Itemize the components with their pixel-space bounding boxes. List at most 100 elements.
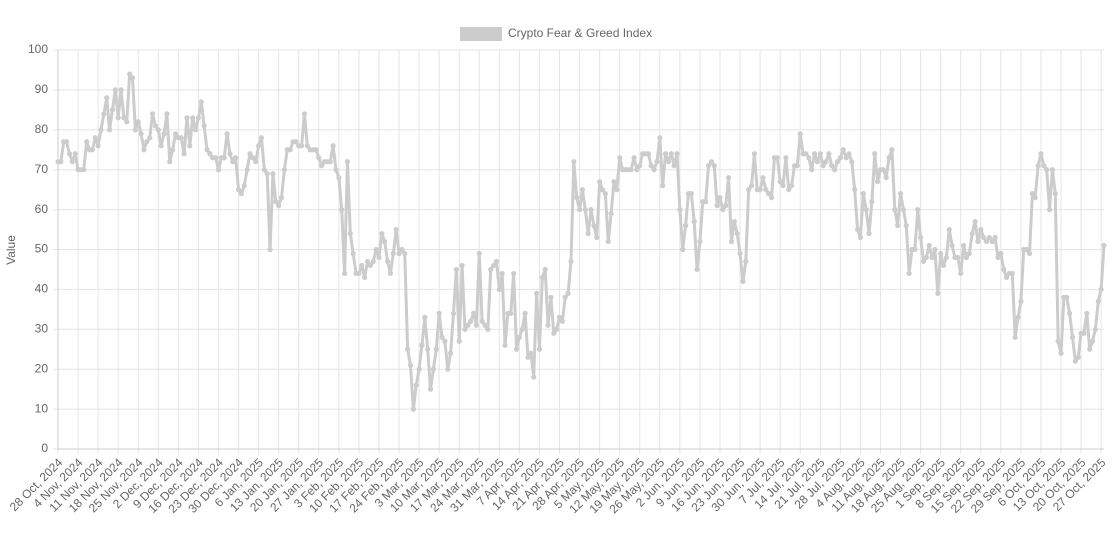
data-point <box>344 159 351 165</box>
data-point <box>648 163 654 169</box>
data-point <box>806 155 812 161</box>
data-point <box>608 210 614 217</box>
data-point <box>1072 358 1078 364</box>
data-point <box>674 151 680 157</box>
data-point <box>276 203 282 209</box>
data-point <box>585 230 591 237</box>
data-point <box>786 187 792 193</box>
data-point <box>1024 246 1030 253</box>
data-point <box>946 226 952 233</box>
data-point <box>135 119 141 125</box>
data-point <box>66 151 73 157</box>
data-point <box>319 163 325 169</box>
y-tick-label: 20 <box>35 361 49 375</box>
data-point <box>195 115 202 121</box>
data-point <box>433 346 439 352</box>
data-point <box>614 187 620 193</box>
data-point <box>834 159 841 165</box>
data-point <box>132 127 138 133</box>
data-point <box>84 139 90 145</box>
data-point <box>298 143 305 149</box>
data-point <box>364 258 371 265</box>
data-point <box>539 274 545 281</box>
data-point <box>256 143 262 149</box>
data-point <box>1009 270 1015 277</box>
data-point <box>488 266 494 273</box>
data-point <box>797 131 803 137</box>
data-point <box>465 322 471 328</box>
data-point <box>591 222 597 229</box>
data-point <box>416 366 422 372</box>
data-point <box>373 246 379 253</box>
data-point <box>1032 195 1038 201</box>
data-point <box>843 155 849 161</box>
data-point <box>227 151 233 157</box>
data-point <box>906 270 912 277</box>
data-point <box>903 222 909 229</box>
data-point <box>989 238 995 245</box>
data-point <box>387 270 394 277</box>
y-tick-label: 30 <box>35 321 49 335</box>
data-point <box>149 111 156 117</box>
data-point <box>714 203 720 209</box>
data-point <box>508 310 514 316</box>
data-point <box>528 350 534 356</box>
data-point <box>69 159 75 165</box>
data-point <box>837 155 843 161</box>
data-point <box>430 366 437 372</box>
data-point <box>1018 298 1024 304</box>
data-point <box>235 187 242 193</box>
data-point <box>419 342 425 348</box>
data-point <box>281 167 287 173</box>
data-point <box>932 246 938 253</box>
data-point <box>817 151 823 157</box>
data-point <box>654 159 660 165</box>
data-point <box>1046 207 1053 213</box>
data-point <box>1038 151 1044 157</box>
data-point <box>502 342 508 348</box>
data-point <box>743 258 749 265</box>
data-point <box>1035 163 1041 169</box>
data-point <box>645 151 651 157</box>
data-point <box>763 187 769 193</box>
data-point <box>190 115 196 121</box>
data-point <box>849 159 855 165</box>
data-point <box>287 147 293 153</box>
data-point <box>995 254 1001 261</box>
data-point <box>599 187 606 193</box>
data-point <box>929 254 935 261</box>
data-point <box>926 242 932 249</box>
data-point <box>204 147 210 153</box>
data-point <box>740 278 746 285</box>
data-point <box>545 322 551 328</box>
data-point <box>1095 298 1101 304</box>
data-point <box>602 191 608 197</box>
data-point <box>425 346 431 352</box>
data-point <box>634 167 640 173</box>
data-point <box>106 127 113 133</box>
data-point <box>562 294 568 300</box>
data-point <box>854 226 861 233</box>
data-point <box>362 274 368 281</box>
data-point <box>880 167 886 173</box>
data-point <box>496 286 502 292</box>
data-point <box>396 250 402 257</box>
data-point <box>1049 167 1056 173</box>
data-point <box>943 254 949 261</box>
data-point <box>445 366 451 372</box>
data-point <box>1026 250 1033 257</box>
data-point <box>476 250 482 257</box>
data-point <box>58 159 64 165</box>
data-point <box>1098 286 1104 292</box>
data-point <box>866 230 872 237</box>
data-point <box>981 234 987 241</box>
data-point <box>410 406 416 412</box>
data-point <box>671 163 677 169</box>
y-tick-label: 0 <box>41 441 48 455</box>
data-point <box>917 234 924 241</box>
data-point <box>992 234 998 241</box>
data-point <box>253 159 259 165</box>
data-point <box>333 167 339 173</box>
data-point <box>789 183 795 189</box>
